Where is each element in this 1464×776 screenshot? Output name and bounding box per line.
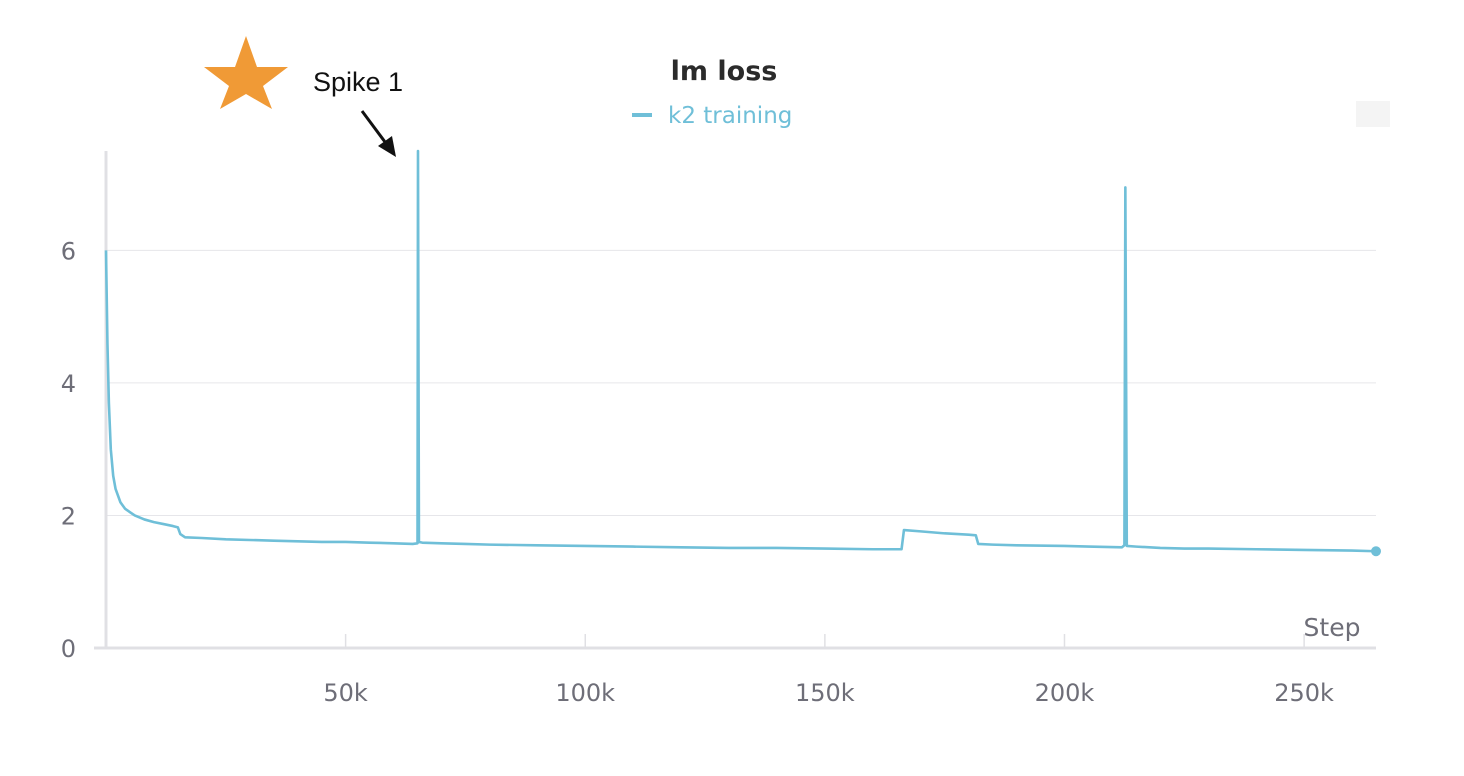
y-tick-label: 2 — [61, 502, 76, 530]
x-tick-label: 200k — [1035, 679, 1095, 707]
x-tick-label: 250k — [1274, 679, 1334, 707]
chart-panel — [24, 22, 1422, 742]
star-icon — [204, 36, 288, 109]
legend[interactable]: k2 training — [632, 103, 792, 129]
x-tick-label: 100k — [555, 679, 615, 707]
y-tick-label: 6 — [61, 237, 76, 265]
annotation-label: Spike 1 — [313, 67, 403, 97]
annotation-arrow — [360, 110, 396, 157]
chart-title: lm loss — [671, 56, 778, 87]
series-layer — [104, 149, 1381, 557]
series-end-point[interactable] — [1371, 546, 1381, 557]
x-tick-label: 50k — [323, 679, 368, 707]
tick-labels: 0 2 4 6 50k 100k 150k 200k 250k — [61, 237, 1334, 707]
y-tick-label: 4 — [61, 370, 76, 398]
x-axis-label: Step — [1304, 613, 1361, 642]
y-tick-label: 0 — [61, 635, 76, 663]
legend-scroll-box[interactable] — [1356, 101, 1390, 127]
legend-label: k2 training — [668, 103, 792, 129]
grid-lines — [106, 249, 1376, 516]
series-line-0[interactable] — [104, 149, 1377, 553]
x-tick-label: 150k — [795, 679, 855, 707]
axes — [94, 151, 1376, 650]
